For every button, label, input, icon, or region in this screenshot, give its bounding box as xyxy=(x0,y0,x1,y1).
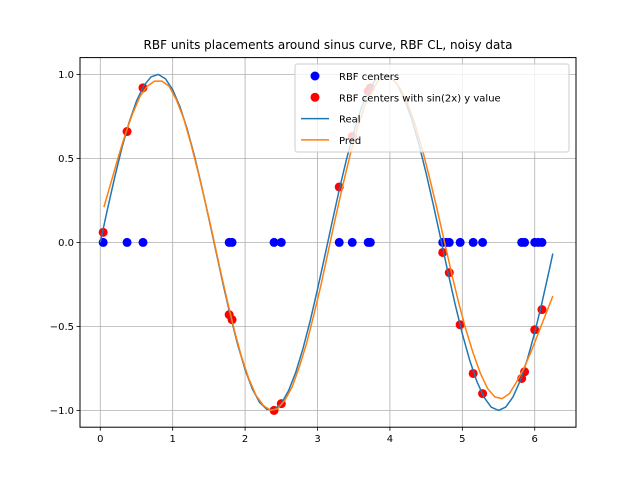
scatter-point xyxy=(122,237,132,247)
scatter-point xyxy=(365,237,375,247)
legend-box xyxy=(294,63,570,153)
y-tick-label: 0.5 xyxy=(58,154,74,165)
chart-title: RBF units placements around sinus curve,… xyxy=(144,38,513,52)
scatter-point xyxy=(478,237,488,247)
x-tick-label: 6 xyxy=(532,434,538,445)
legend: RBF centers RBF centers with sin(2x) y va… xyxy=(294,63,570,153)
x-tick-label: 5 xyxy=(459,434,465,445)
scatter-point xyxy=(227,237,237,247)
y-tick-label: 1.0 xyxy=(58,70,74,81)
scatter-point xyxy=(455,237,465,247)
x-tick-label: 0 xyxy=(97,434,103,445)
scatter-point xyxy=(269,237,279,247)
scatter-point xyxy=(334,237,344,247)
legend-marker xyxy=(310,92,320,102)
x-tick-label: 4 xyxy=(387,434,393,445)
scatter-point xyxy=(98,237,108,247)
x-tick-label: 2 xyxy=(242,434,248,445)
scatter-point xyxy=(537,237,547,247)
legend-label: Pred xyxy=(339,136,361,147)
legend-marker xyxy=(310,71,320,81)
scatter-point xyxy=(347,237,357,247)
axis-ticks: 0 1 2 3 4 5 6 −1.0 −0.5 0.0 0.5 1.0 xyxy=(50,70,538,445)
plot-data xyxy=(98,73,554,415)
scatter-point xyxy=(438,247,448,257)
y-tick-label: −0.5 xyxy=(50,322,74,333)
x-tick-label: 1 xyxy=(169,434,175,445)
scatter-point xyxy=(444,237,454,247)
y-tick-label: −1.0 xyxy=(50,406,74,417)
line-series-pred xyxy=(103,75,554,412)
scatter-point xyxy=(138,237,148,247)
scatter-point xyxy=(276,237,286,247)
x-tick-label: 3 xyxy=(314,434,320,445)
scatter-point xyxy=(520,237,530,247)
scatter-point xyxy=(468,237,478,247)
legend-label: Real xyxy=(339,115,361,126)
legend-label: RBF centers xyxy=(339,72,399,83)
legend-label: RBF centers with sin(2x) y value xyxy=(339,93,501,104)
y-tick-label: 0.0 xyxy=(58,238,74,249)
